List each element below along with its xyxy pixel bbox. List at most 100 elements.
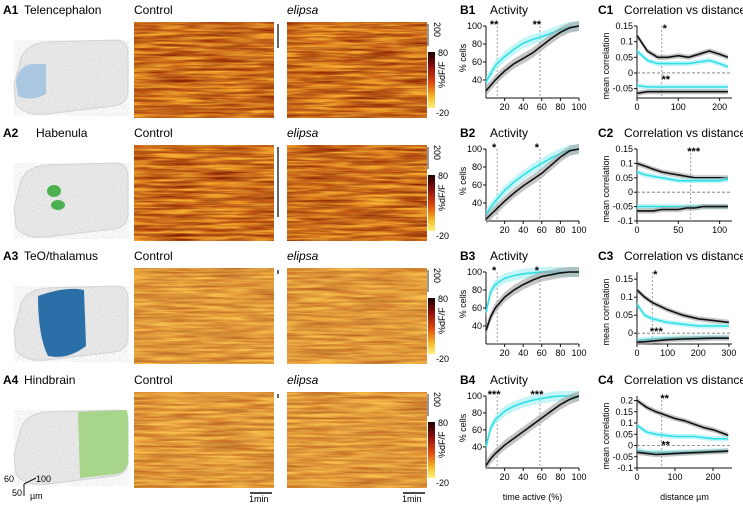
colorbar [428,422,435,478]
x-axis-label: time active (%) [503,492,563,502]
chart-B4: B4 Activity 40 60 80 100 20 40 60 80 100 % cells tim… [458,373,587,502]
chart-B3: B3 Activity 40 60 80 100 20 40 60 80 100 % cells * * [458,249,587,358]
heatmap-peaks [134,392,274,488]
x-tick-label: 80 [555,102,565,112]
y-tick-label: 80 [472,285,482,295]
y-tick-label: 40 [472,442,482,452]
y-tick-label: 0 [628,68,633,78]
panel-label: A3 [3,249,19,263]
heatmap-peaks [287,392,427,488]
row-A3: A3 TeO/thalamus Control elipsa 200 80 -20 %dF/F [3,249,449,364]
brain-texture [14,163,129,239]
significance-stars: * [535,142,540,154]
y-tick-label: 40 [472,198,482,208]
x-tick-label: 50 [673,225,683,235]
chart-C3: C3 Correlation vs distance 0 0.05 0.1 0.15 0 10… [598,249,743,358]
anatomy-scale-c: 50 [12,488,22,498]
colorbar [428,175,435,231]
y-tick-label: 0.15 [615,21,633,31]
brain-outline [13,162,129,239]
x-axis-label: distance µm [660,492,709,502]
colorbar-top-scale: 200 [432,392,442,407]
x-tick-label: 200 [705,472,720,482]
brain-outline [13,39,129,116]
y-tick-label: 40 [472,321,482,331]
significance-stars: * [535,265,540,277]
chart-title: Correlation vs distance [624,249,743,263]
y-tick-label: 0 [628,441,633,451]
chart-B2: B2 Activity 40 60 80 100 20 40 60 80 100 % cells * * [458,126,587,235]
series-band [486,391,579,471]
colorbar-label: %dF/F [437,431,447,458]
y-tick-label: 60 [472,425,482,435]
y-tick-label: -0.1 [617,463,633,473]
control-label: Control [134,126,173,140]
x-tick-label: 0 [634,225,639,235]
colorbar-top-scale: 200 [432,145,442,160]
anatomy-scale-unit: µm [30,491,43,501]
colorbar-min: -20 [436,478,449,488]
series-line [636,84,728,88]
x-tick-label: 20 [500,472,510,482]
region-highlight [16,64,46,99]
chart-title: Correlation vs distance [624,373,743,387]
anatomy-scale-diag [23,477,37,485]
y-tick-label: 0.15 [615,274,633,284]
colorbar [428,298,435,354]
brain-outline [13,285,129,362]
x-tick-label: 100 [660,348,675,358]
significance-stars: ** [533,19,542,31]
y-tick-label: 80 [472,408,482,418]
y-tick-label: 0.05 [615,173,633,183]
y-axis-label: mean correlation [601,402,611,469]
y-tick-label: 0.05 [615,52,633,62]
chart-B1: B1 Activity 40 60 80 100 20 40 60 80 100 % cells ** *… [458,3,587,112]
colorbar-max: 80 [438,48,448,58]
heatmap-peaks [287,145,427,241]
y-tick-label: 0.15 [615,144,633,154]
heatmap-peaks [287,22,427,118]
colorbar-min: -20 [436,354,449,364]
panel-label: C4 [598,373,614,387]
colorbar-min: -20 [436,231,449,241]
control-heatmap [134,392,274,488]
elipsa-label: elipsa [287,249,319,263]
control-heatmap [134,145,274,241]
significance-stars: * [492,142,497,154]
time-scale-label: 1min [402,494,422,504]
anatomy-scale-b: 100 [36,474,51,484]
y-axis-label: % cells [458,413,468,442]
series-line [485,395,579,447]
x-tick-label: 60 [537,102,547,112]
elipsa-label: elipsa [287,3,319,17]
colorbar-max: 80 [438,171,448,181]
significance-stars: ** [661,439,670,451]
y-axis-label: % cells [458,166,468,195]
colorbar-top-scale: 200 [432,22,442,37]
elipsa-heatmap [287,392,427,488]
elipsa-label: elipsa [287,373,319,387]
significance-stars: *** [650,326,664,338]
y-tick-label: 0.2 [620,396,633,406]
x-tick-label: 40 [518,225,528,235]
series-line [636,34,729,59]
colorbar [428,52,435,108]
row-A1: A1 Telencephalon Control elipsa 200 80 -20 %dF/… [3,3,449,118]
y-tick-label: 60 [472,57,482,67]
x-tick-label: 100 [571,225,586,235]
x-tick-label: 0 [634,472,639,482]
y-tick-label: 0.1 [620,418,633,428]
colorbar-label: %dF/F [437,61,447,88]
y-tick-label: 80 [472,162,482,172]
chart-title: Activity [490,126,528,140]
series-line [485,271,579,331]
series-line [636,337,729,343]
control-label: Control [134,373,173,387]
x-tick-label: 100 [671,102,686,112]
region-highlight [47,185,61,197]
significance-stars: * [663,23,668,35]
series-line [485,395,580,466]
x-tick-label: 60 [537,472,547,482]
x-tick-label: 0 [634,102,639,112]
region-name: Telencephalon [24,3,101,17]
